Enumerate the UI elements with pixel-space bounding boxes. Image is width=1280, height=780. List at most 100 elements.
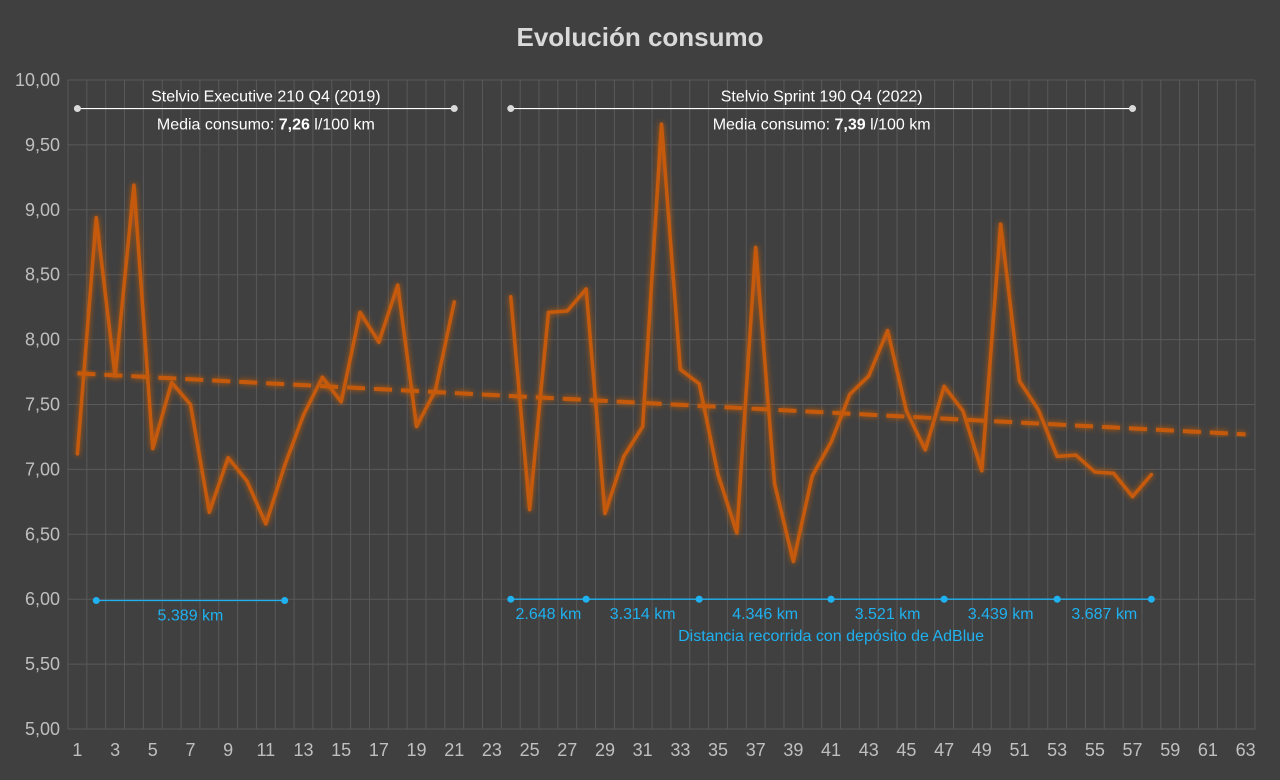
data-point <box>546 310 551 314</box>
data-point <box>75 452 80 456</box>
car2-span-start-dot <box>507 105 515 113</box>
x-tick-label: 3 <box>110 740 120 760</box>
data-point <box>528 508 532 512</box>
x-tick-label: 23 <box>482 740 502 760</box>
distance-segment-label: 3.687 km <box>1071 606 1137 623</box>
x-tick-label: 37 <box>746 740 766 760</box>
car1-span-start-dot <box>73 105 81 113</box>
y-tick-label: 8,50 <box>25 265 60 285</box>
data-point <box>980 469 984 473</box>
distance-segment-label: 3.439 km <box>968 606 1034 623</box>
data-point <box>565 309 569 313</box>
data-point <box>1074 453 1078 457</box>
x-tick-label: 13 <box>294 740 314 760</box>
x-tick-label: 51 <box>1009 740 1029 760</box>
x-tick-label: 41 <box>821 740 841 760</box>
x-tick-label: 5 <box>148 740 158 760</box>
distance-segment-label: 3.314 km <box>610 606 676 623</box>
data-point <box>603 511 607 516</box>
data-point <box>791 559 795 564</box>
car1-consumption-value: 7,26 <box>279 117 310 134</box>
data-point <box>433 388 438 392</box>
distance-segment-start-dot <box>827 595 835 603</box>
data-point <box>452 300 456 304</box>
y-tick-label: 5,50 <box>25 654 60 674</box>
car1-consumption-prefix: Media consumo: <box>157 117 279 134</box>
data-point <box>94 215 98 220</box>
data-point <box>207 510 211 514</box>
adblue-distance-segments: Distancia recorrida con depósito de AdBl… <box>92 595 1155 645</box>
x-tick-label: 9 <box>223 740 233 760</box>
data-point <box>829 440 833 444</box>
data-point <box>772 482 777 486</box>
x-tick-label: 53 <box>1047 740 1067 760</box>
data-point <box>301 413 306 417</box>
data-point <box>904 409 909 413</box>
car1-span-end-dot <box>450 105 458 113</box>
x-tick-label: 45 <box>896 740 916 760</box>
data-point <box>358 310 362 314</box>
x-tick-label: 31 <box>633 740 653 760</box>
data-point <box>264 522 268 526</box>
data-point <box>396 283 400 287</box>
data-point <box>245 479 249 483</box>
car2-consumption-prefix: Media consumo: <box>713 117 835 134</box>
data-point <box>622 454 626 459</box>
x-tick-label: 25 <box>520 740 540 760</box>
x-tick-label: 1 <box>72 740 82 760</box>
data-point <box>716 472 720 477</box>
y-axis-ticks: 5,00 5,50 6,00 6,50 7,00 7,50 8,00 8,50 9,00 9,50… <box>15 70 60 739</box>
x-tick-label: 15 <box>331 740 351 760</box>
car2-span-end-dot <box>1129 105 1137 113</box>
x-tick-label: 27 <box>557 740 577 760</box>
data-point <box>810 474 814 478</box>
car-annotations: Stelvio Executive 210 Q4 (2019) Media co… <box>73 89 1137 134</box>
data-point <box>414 424 419 429</box>
y-tick-label: 8,00 <box>25 330 60 350</box>
data-point <box>867 374 871 378</box>
series-line-2 <box>509 122 1154 564</box>
trendline <box>77 371 1246 437</box>
x-tick-label: 43 <box>859 740 879 760</box>
distance-segment-label: 3.521 km <box>855 606 921 623</box>
y-tick-label: 7,00 <box>25 459 60 479</box>
distance-segment-label: 4.346 km <box>732 606 798 623</box>
x-tick-label: 57 <box>1123 740 1143 760</box>
data-point <box>999 222 1003 226</box>
distance-segment-end-dot <box>1147 595 1155 603</box>
data-point <box>735 531 739 535</box>
data-point <box>132 183 136 187</box>
x-tick-label: 47 <box>934 740 954 760</box>
car2-name-label: Stelvio Sprint 190 Q4 (2022) <box>721 89 923 106</box>
data-point <box>339 400 343 404</box>
distance-segment-start-dot <box>582 595 590 603</box>
distance-segment-end-dot <box>281 596 289 604</box>
y-tick-label: 9,00 <box>25 200 60 220</box>
x-tick-label: 39 <box>783 740 803 760</box>
y-tick-label: 7,50 <box>25 395 60 415</box>
data-point <box>1149 472 1153 477</box>
data-point <box>377 340 381 344</box>
x-tick-label: 59 <box>1160 740 1180 760</box>
car2-consumption-label: Media consumo: 7,39 l/100 km <box>713 117 931 134</box>
data-point <box>320 375 324 379</box>
trendline-line <box>77 371 1246 437</box>
distance-segment-start-dot <box>940 595 948 603</box>
car2-consumption-value: 7,39 <box>835 117 866 134</box>
data-point <box>961 409 965 413</box>
data-point <box>188 402 193 407</box>
x-tick-label: 35 <box>708 740 728 760</box>
car2-consumption-suffix: l/100 km <box>866 117 931 134</box>
data-point <box>151 447 155 451</box>
distance-segment-start-dot <box>92 596 100 604</box>
y-tick-label: 9,50 <box>25 135 60 155</box>
data-point <box>113 374 117 378</box>
data-point <box>697 382 701 386</box>
x-tick-label: 61 <box>1198 740 1218 760</box>
data-point <box>1112 471 1116 475</box>
data-point <box>1130 495 1135 499</box>
data-point <box>754 245 758 250</box>
x-tick-label: 17 <box>369 740 389 760</box>
x-tick-label: 7 <box>185 740 195 760</box>
